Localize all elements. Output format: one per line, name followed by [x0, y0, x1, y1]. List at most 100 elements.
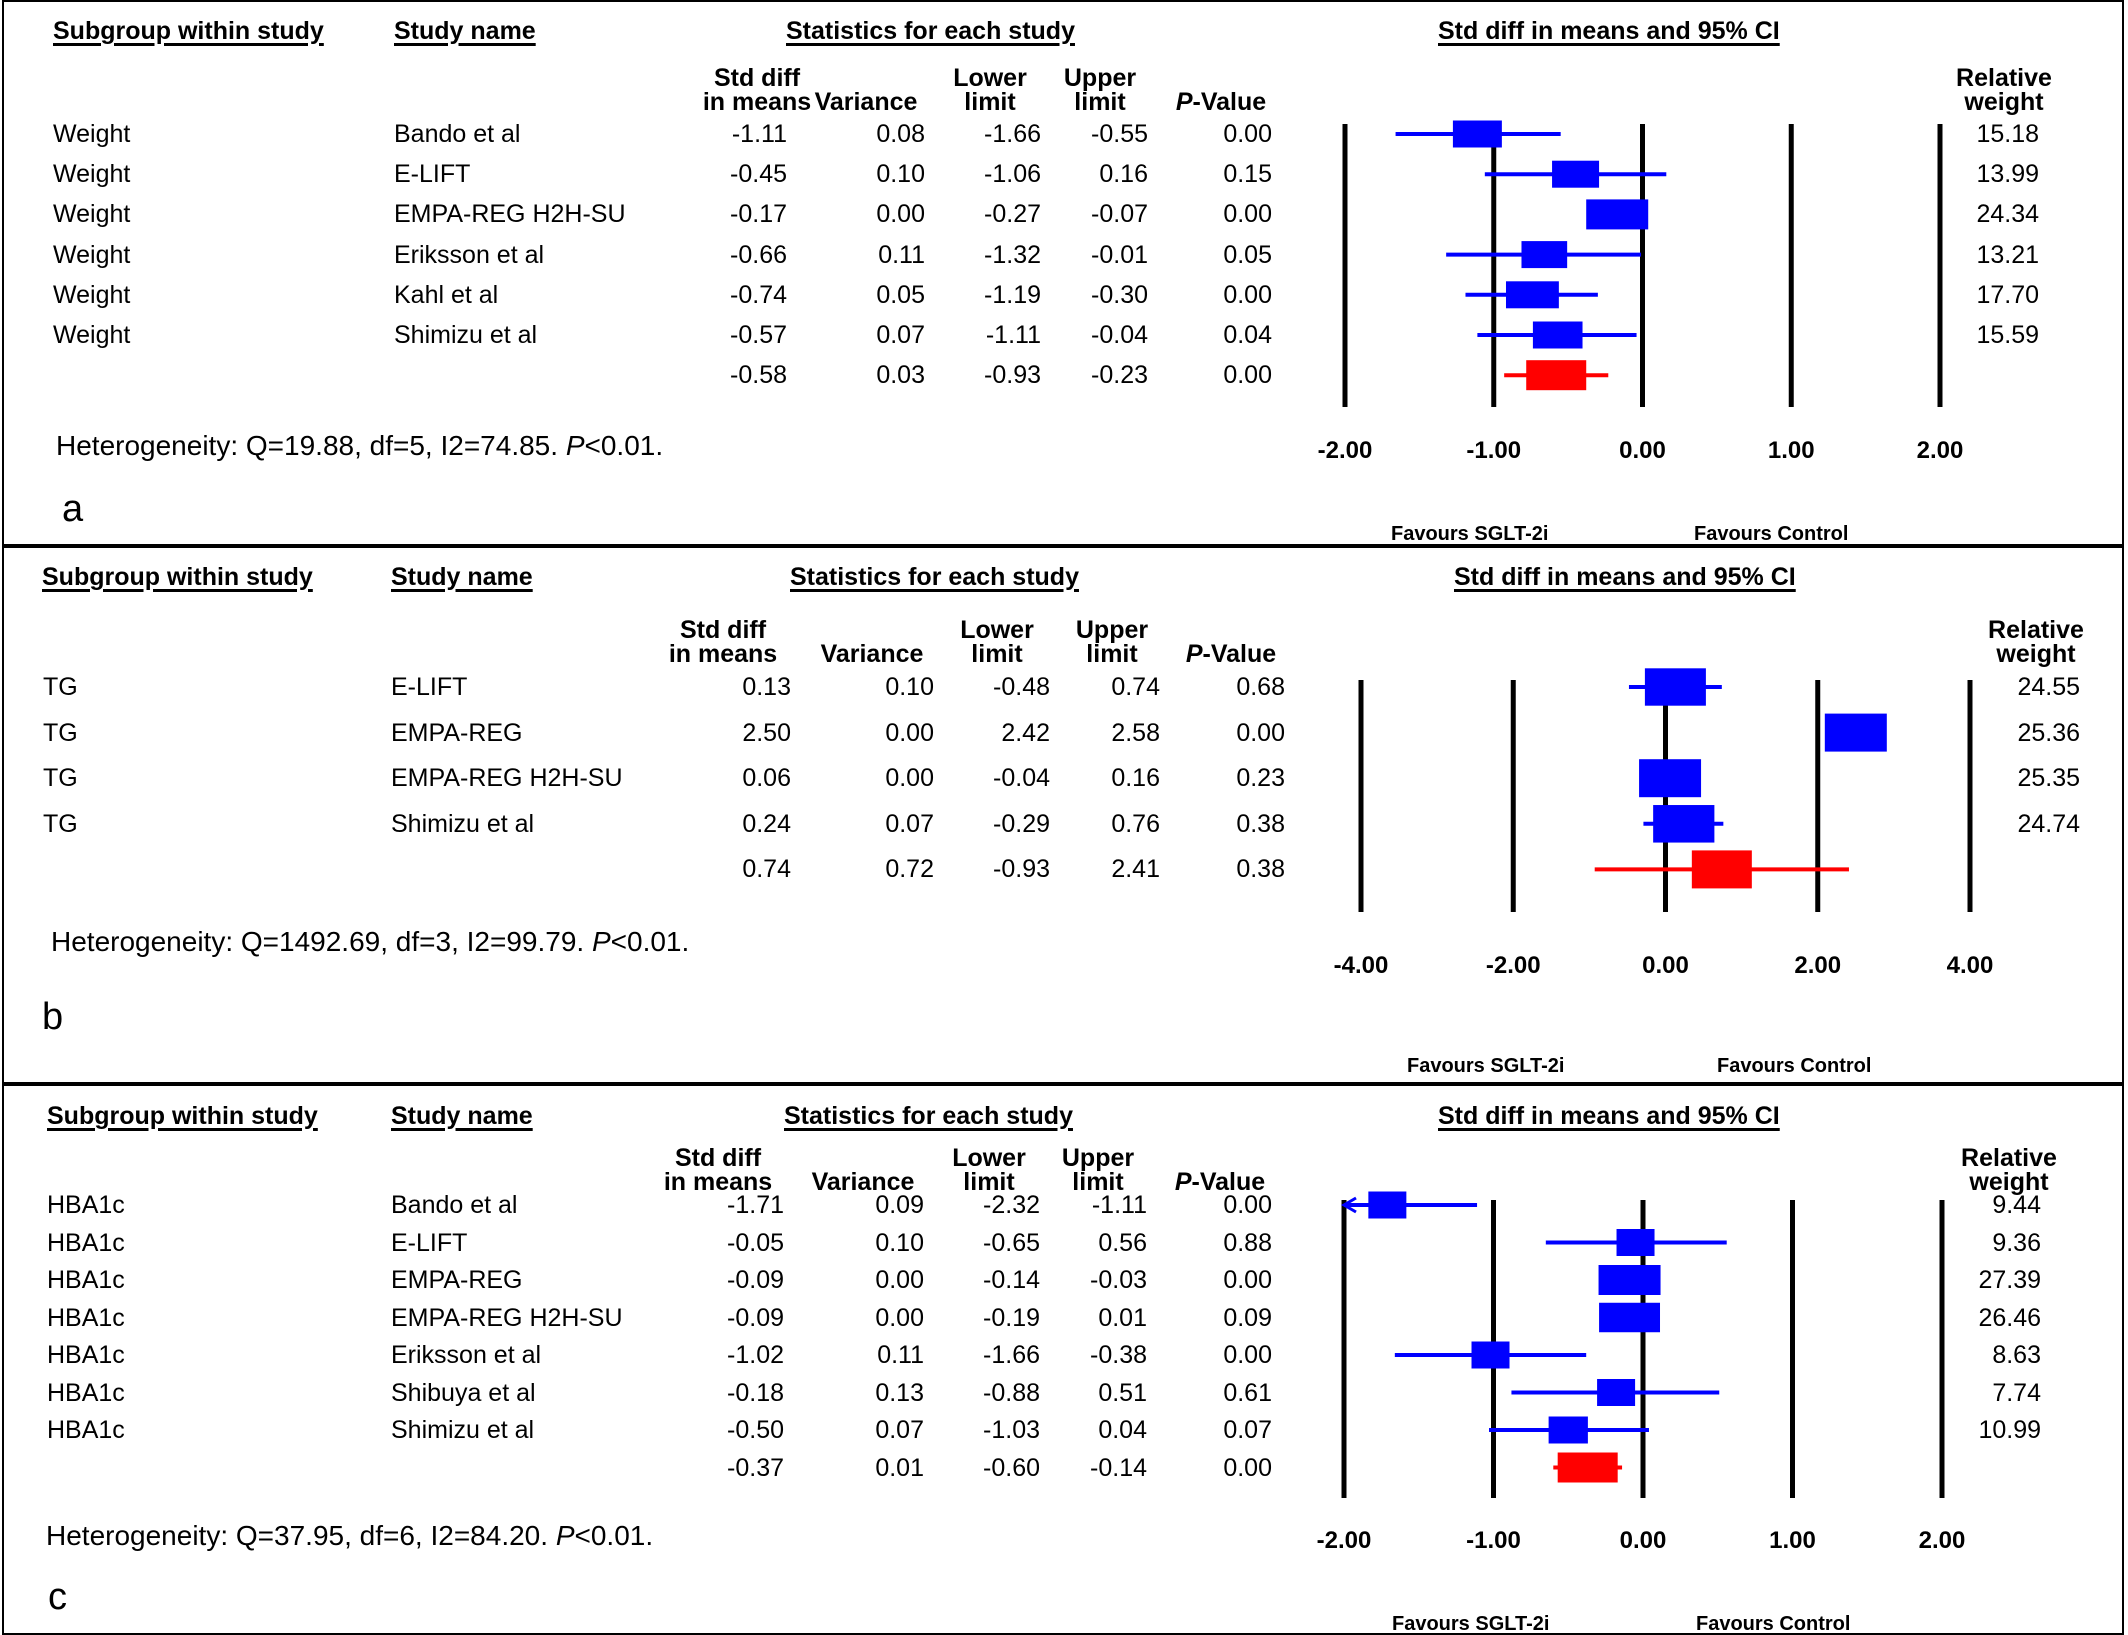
- row-std-diff: 0.13: [742, 673, 791, 701]
- row-std-diff: 0.06: [742, 764, 791, 793]
- row-study-name: Shimizu et al: [394, 321, 538, 349]
- row-p-value: 0.23: [1236, 764, 1285, 793]
- row-relative-weight: 7.74: [1992, 1378, 2041, 1407]
- study-effect-box: [1653, 805, 1715, 843]
- row-std-diff: -1.11: [731, 120, 787, 148]
- row-variance: 0.00: [885, 764, 934, 793]
- row-upper-limit: -0.07: [1091, 200, 1148, 229]
- row-variance: 0.11: [877, 1341, 924, 1369]
- study-effect-box: [1521, 241, 1568, 269]
- row-variance: 0.10: [885, 673, 934, 701]
- row-std-diff: -0.09: [727, 1303, 784, 1332]
- row-p-value: 0.04: [1223, 321, 1272, 349]
- axis-tick-label: -4.00: [1333, 952, 1389, 979]
- heterogeneity-text: Heterogeneity: Q=37.95, df=6, I2=84.20. …: [46, 1522, 653, 1550]
- row-relative-weight: 13.99: [1976, 160, 2039, 189]
- col-p-value: P-Value: [1081, 640, 1381, 668]
- forest-plot-area: [1341, 1191, 1945, 1498]
- favours-control-label: Favours Control: [1717, 1055, 1872, 1077]
- row-subgroup: HBA1c: [47, 1303, 125, 1332]
- forest-panel-c: Subgroup within study Study name Statistic…: [2, 1084, 2124, 1635]
- panel-label: c: [48, 1576, 67, 1618]
- col-relative-weight-line1: Relative: [1988, 616, 2084, 644]
- row-p-value: 0.00: [1223, 200, 1272, 229]
- row-variance: 0.00: [885, 718, 934, 747]
- axis-tick-label: 1.00: [1767, 437, 1815, 464]
- summary-box: [1526, 360, 1587, 391]
- row-subgroup: HBA1c: [47, 1266, 125, 1294]
- row-lower-limit: -1.03: [983, 1416, 1040, 1444]
- col-std-diff-line1: Std diff: [713, 64, 801, 92]
- row-upper-limit: -0.23: [1091, 361, 1148, 390]
- axis-tick-label: 2.00: [1918, 1527, 1966, 1554]
- row-lower-limit: -0.65: [983, 1228, 1040, 1257]
- row-std-diff: -0.66: [730, 240, 787, 269]
- row-upper-limit: -0.14: [1090, 1453, 1147, 1482]
- row-study-name: E-LIFT: [394, 160, 471, 189]
- row-study-name: Shimizu et al: [391, 809, 535, 838]
- col-lower-limit-line1: Lower: [952, 1144, 1026, 1172]
- row-variance: 0.07: [885, 809, 934, 838]
- row-relative-weight: 9.44: [1992, 1191, 2041, 1219]
- row-study-name: E-LIFT: [391, 1228, 468, 1257]
- row-study-name: EMPA-REG: [391, 1266, 523, 1294]
- study-effect-box: [1598, 1265, 1661, 1295]
- row-variance: 0.07: [876, 321, 925, 349]
- truncation-arrow: [1341, 1196, 1357, 1214]
- row-p-value: 0.15: [1223, 160, 1272, 189]
- header-subgroup: Subgroup within study: [47, 1102, 318, 1130]
- col-upper-limit-line2: limit: [1074, 88, 1126, 116]
- row-lower-limit: -1.11: [985, 321, 1041, 349]
- study-effect-box: [1597, 1379, 1636, 1406]
- row-upper-limit: 0.51: [1098, 1378, 1147, 1407]
- row-p-value: 0.38: [1236, 855, 1285, 884]
- header-study-name: Study name: [391, 1102, 533, 1130]
- row-relative-weight: 8.63: [1992, 1341, 2041, 1369]
- col-lower-limit-line2: limit: [963, 1168, 1015, 1196]
- row-p-value: 0.00: [1223, 280, 1272, 309]
- study-effect-box: [1586, 199, 1649, 230]
- header-subgroup: Subgroup within study: [42, 563, 313, 591]
- axis-tick-label: -2.00: [1316, 1527, 1372, 1554]
- row-upper-limit: -0.38: [1090, 1341, 1147, 1369]
- row-std-diff: 0.24: [742, 809, 791, 838]
- row-std-diff: -1.71: [727, 1191, 784, 1219]
- row-p-value: 0.88: [1223, 1228, 1272, 1257]
- col-std-diff-line2: in means: [702, 88, 812, 116]
- col-variance: Variance: [811, 1168, 915, 1196]
- col-upper-limit-line2: limit: [1072, 1168, 1124, 1196]
- col-p-italic: P: [1185, 640, 1203, 668]
- row-p-value: 0.00: [1223, 1266, 1272, 1294]
- row-upper-limit: 0.76: [1111, 809, 1160, 838]
- heterogeneity-stats: Heterogeneity: Q=37.95, df=6, I2=84.20.: [46, 1520, 556, 1551]
- axis-tick-label: 0.00: [1642, 952, 1689, 979]
- forest-panel-a: Subgroup within study Study name Statistic…: [2, 0, 2124, 546]
- row-upper-limit: -0.30: [1091, 280, 1148, 309]
- row-std-diff: -0.57: [730, 321, 787, 349]
- forest-plot-area: [1358, 668, 1973, 912]
- row-lower-limit: -0.29: [993, 809, 1050, 838]
- axis-tick-label: 1.00: [1769, 1527, 1816, 1554]
- col-upper-limit-line1: Upper: [1061, 1144, 1135, 1172]
- row-lower-limit: -1.66: [984, 120, 1041, 148]
- row-lower-limit: -0.48: [993, 673, 1050, 701]
- row-relative-weight: 13.21: [1976, 240, 2039, 269]
- row-study-name: Kahl et al: [394, 280, 499, 309]
- study-effect-box: [1616, 1229, 1655, 1256]
- row-upper-limit: 2.41: [1111, 855, 1160, 884]
- row-variance: 0.11: [878, 240, 925, 269]
- row-lower-limit: 2.42: [1001, 718, 1050, 747]
- col-p-suffix: -Value: [1202, 640, 1277, 668]
- row-p-value: 0.68: [1236, 673, 1285, 701]
- favours-control-label: Favours Control: [1694, 523, 1849, 545]
- header-study-name: Study name: [394, 17, 536, 45]
- row-relative-weight: 25.35: [2017, 764, 2080, 793]
- heterogeneity-p-value: <0.01.: [584, 430, 664, 461]
- row-lower-limit: -1.32: [984, 240, 1041, 269]
- axis-tick-label: 0.00: [1619, 437, 1666, 464]
- row-std-diff: -0.74: [730, 280, 787, 309]
- row-subgroup: HBA1c: [47, 1228, 125, 1257]
- row-subgroup: TG: [43, 764, 78, 793]
- col-lower-limit-line2: limit: [964, 88, 1016, 116]
- col-lower-limit-line1: Lower: [960, 616, 1034, 644]
